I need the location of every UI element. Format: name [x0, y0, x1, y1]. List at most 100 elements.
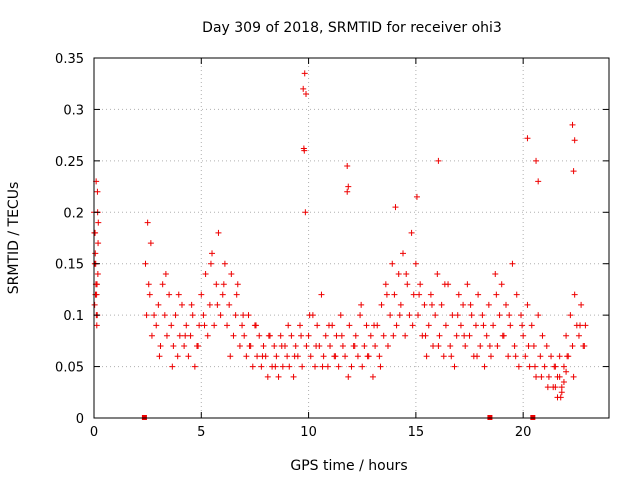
data-point — [403, 271, 410, 277]
data-point — [299, 363, 306, 370]
y-tick-label: 0.3 — [63, 103, 84, 118]
data-point — [246, 343, 253, 349]
data-point — [448, 353, 455, 360]
data-point — [361, 343, 368, 349]
data-point — [241, 332, 248, 339]
data-point — [556, 373, 563, 380]
data-point — [392, 204, 399, 211]
y-tick-label: 0 — [76, 412, 84, 427]
data-point — [324, 363, 331, 370]
data-point — [201, 322, 208, 329]
data-point — [505, 353, 512, 360]
data-points — [91, 70, 589, 401]
data-point — [214, 301, 221, 308]
data-point — [363, 322, 370, 329]
data-point — [571, 291, 578, 298]
data-point — [156, 353, 163, 360]
data-point — [487, 353, 494, 360]
data-point — [570, 373, 577, 380]
data-point — [498, 281, 505, 288]
data-point — [474, 353, 481, 360]
data-point — [457, 322, 464, 329]
data-point — [551, 363, 558, 370]
data-point — [305, 332, 312, 339]
data-point — [396, 312, 403, 319]
data-point — [188, 301, 195, 308]
x-tick-label: 10 — [300, 425, 317, 440]
data-point — [453, 332, 460, 339]
data-point — [434, 271, 441, 277]
x-tick-label: 0 — [90, 425, 98, 440]
data-point — [332, 353, 339, 360]
data-point — [485, 301, 492, 308]
data-point — [509, 260, 516, 267]
data-point — [245, 312, 252, 319]
data-point — [226, 301, 233, 308]
data-point — [94, 271, 101, 277]
data-point — [506, 312, 513, 319]
data-point — [539, 332, 546, 339]
data-point — [408, 229, 415, 236]
data-point — [395, 271, 402, 277]
data-point — [151, 312, 158, 319]
data-point — [206, 301, 213, 308]
data-point — [413, 193, 420, 200]
y-axis-label: SRMTID / TECUs — [6, 182, 22, 295]
data-point — [526, 363, 533, 370]
data-point — [303, 343, 310, 349]
data-point — [522, 353, 529, 360]
data-point — [421, 301, 428, 308]
x-axis-label: GPS time / hours — [290, 458, 407, 474]
data-point — [391, 291, 398, 298]
data-point — [371, 322, 378, 329]
data-point — [170, 343, 177, 349]
data-point — [279, 363, 286, 370]
data-point — [358, 301, 365, 308]
data-point — [383, 291, 390, 298]
data-point — [145, 281, 152, 288]
data-point — [416, 291, 423, 298]
data-point — [477, 343, 484, 349]
data-point — [462, 343, 469, 349]
data-point — [91, 301, 98, 308]
data-point — [543, 343, 550, 349]
plot-frame — [93, 57, 610, 419]
data-point — [397, 301, 404, 308]
data-point — [182, 332, 189, 339]
y-tick-label: 0.2 — [63, 206, 84, 221]
x-axis-ticks: 0 5 10 15 20 — [90, 58, 531, 440]
data-point — [202, 271, 209, 277]
data-point — [359, 363, 366, 370]
data-point — [354, 353, 361, 360]
data-point — [249, 363, 256, 370]
data-point — [377, 363, 384, 370]
data-point — [153, 322, 160, 329]
data-point — [209, 250, 216, 257]
data-point — [409, 322, 416, 329]
data-point — [219, 291, 226, 298]
data-point — [406, 312, 413, 319]
data-point — [432, 312, 439, 319]
data-point — [468, 312, 475, 319]
data-point — [422, 332, 429, 339]
data-point — [520, 332, 527, 339]
data-point — [345, 373, 352, 380]
y-tick-label: 0.1 — [63, 309, 84, 324]
data-point — [95, 219, 102, 226]
data-point — [253, 322, 260, 329]
data-point — [213, 281, 220, 288]
data-point — [161, 312, 168, 319]
data-point — [544, 384, 551, 391]
data-point — [159, 281, 166, 288]
data-point — [273, 353, 280, 360]
data-point — [581, 343, 588, 349]
data-point — [486, 343, 493, 349]
data-point — [417, 281, 424, 288]
data-point — [221, 260, 228, 267]
data-point — [541, 363, 548, 370]
data-point — [560, 363, 567, 370]
data-point — [533, 373, 540, 380]
data-point — [155, 301, 162, 308]
data-point — [466, 332, 473, 339]
data-point — [367, 332, 374, 339]
